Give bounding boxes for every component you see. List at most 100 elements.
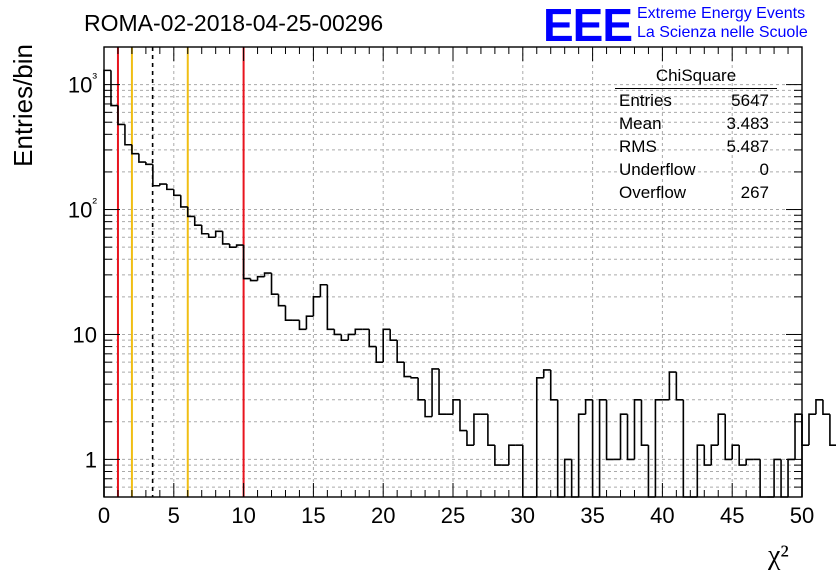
stats-value: 267 [740,183,769,202]
histogram-bin [110,70,118,107]
x-tick-label: 10 [231,503,255,528]
histogram-bin [382,328,391,363]
logo-line-1: Extreme Energy Events [637,5,806,22]
histogram-bin [207,233,216,239]
histogram-bin [354,328,363,335]
histogram-bin [347,333,356,341]
histogram-bin [214,230,223,238]
histogram-bin [466,430,474,446]
histogram-bin [654,398,663,497]
histogram-bin [193,216,202,226]
stats-value: 5.487 [726,137,769,156]
histogram-bin [549,369,558,401]
stats-box-title: ChiSquare [615,66,777,89]
y-tick-label: 1 [85,447,97,472]
histogram-bin [459,399,467,432]
histogram-bin [375,346,384,363]
histogram-bin [284,305,293,322]
x-tick-label: 20 [371,503,395,528]
histogram-bin [242,245,251,280]
histogram-bin [591,399,600,498]
histogram-bin [822,399,830,416]
histogram-bin [431,368,440,417]
eee-logo-text: Extreme Energy Events La Scienza nelle S… [637,4,808,42]
y-tick-label: 10³ [68,70,97,98]
histogram-bin [173,189,181,197]
stats-label: Entries [619,91,672,110]
histogram-bin [249,278,258,282]
x-tick-label: 25 [441,503,465,528]
histogram-bin [368,329,377,348]
histogram-bin [584,398,593,415]
histogram-bin [703,445,712,466]
x-tick-label: 5 [168,503,180,528]
histogram-bin [535,376,544,497]
histogram-bin [152,164,160,187]
histogram-bin [717,413,726,446]
histogram-bin [417,377,426,401]
histogram-bin [270,273,279,296]
histogram-bin [801,414,809,446]
y-tick-exponent: ² [92,195,97,211]
histogram-bin [633,398,642,460]
histogram-bin [124,124,132,146]
x-tick-label: 40 [650,503,674,528]
histogram-bin [508,444,516,466]
histogram-bin [745,458,754,466]
histogram-bin [221,231,230,245]
stats-row-entries: Entries 5647 [611,91,777,114]
histogram-bin [542,369,551,378]
histogram-bin [808,413,816,446]
histogram-bin [263,272,272,277]
logo-line-2: La Scienza nelle Scuole [637,24,808,41]
histogram-bin [487,414,495,446]
histogram-bin [724,414,733,461]
histogram-bin [619,413,628,460]
histogram-bin [424,399,433,418]
stats-label: Overflow [619,183,687,202]
histogram-bin [410,376,419,379]
histogram-bin [117,105,125,126]
histogram-bin [396,340,405,363]
histogram-bin [131,144,139,155]
histogram-bin [438,368,447,416]
histogram-bin [200,225,209,235]
histogram-bin [333,329,342,336]
histogram-bin [277,294,286,307]
histogram-bin [494,445,502,466]
stats-row-mean: Mean 3.483 [611,114,777,137]
histogram-bin [577,413,586,497]
histogram-bin [452,398,460,415]
histogram-bin [145,162,153,166]
x-tick-label: 30 [511,503,535,528]
stats-row-overflow: Overflow 267 [611,183,777,206]
x-tick-label: 45 [720,503,744,528]
y-tick-exponent: ³ [92,70,97,86]
histogram-bin [312,296,321,317]
y-tick-label: 10² [68,195,97,223]
histogram-bin [228,243,237,248]
histogram-bin [794,413,802,460]
histogram-bin [403,362,412,378]
histogram-bin [319,283,328,297]
x-axis-label: χ² [767,540,789,571]
histogram-bin [710,444,719,466]
histogram-bin [556,399,565,498]
histogram-bin [605,399,614,461]
y-tick-label: 10 [73,322,97,347]
histogram-bin [598,398,607,497]
histogram-bin [389,329,398,341]
histogram-bin [179,195,188,208]
stats-box: ChiSquare Entries 5647 Mean 3.483 RMS 5.… [611,66,777,206]
x-tick-label: 0 [98,503,110,528]
histogram-bin [340,334,349,341]
histogram-bin [815,398,823,415]
x-tick-label: 15 [301,503,325,528]
histogram-bin [186,206,195,218]
eee-logo: EEE [543,0,633,51]
x-tick-label: 50 [790,503,814,528]
stats-label: Mean [619,114,662,133]
histogram-title: ROMA-02-2018-04-25-00296 [84,10,384,36]
stats-value: 3.483 [726,114,769,133]
